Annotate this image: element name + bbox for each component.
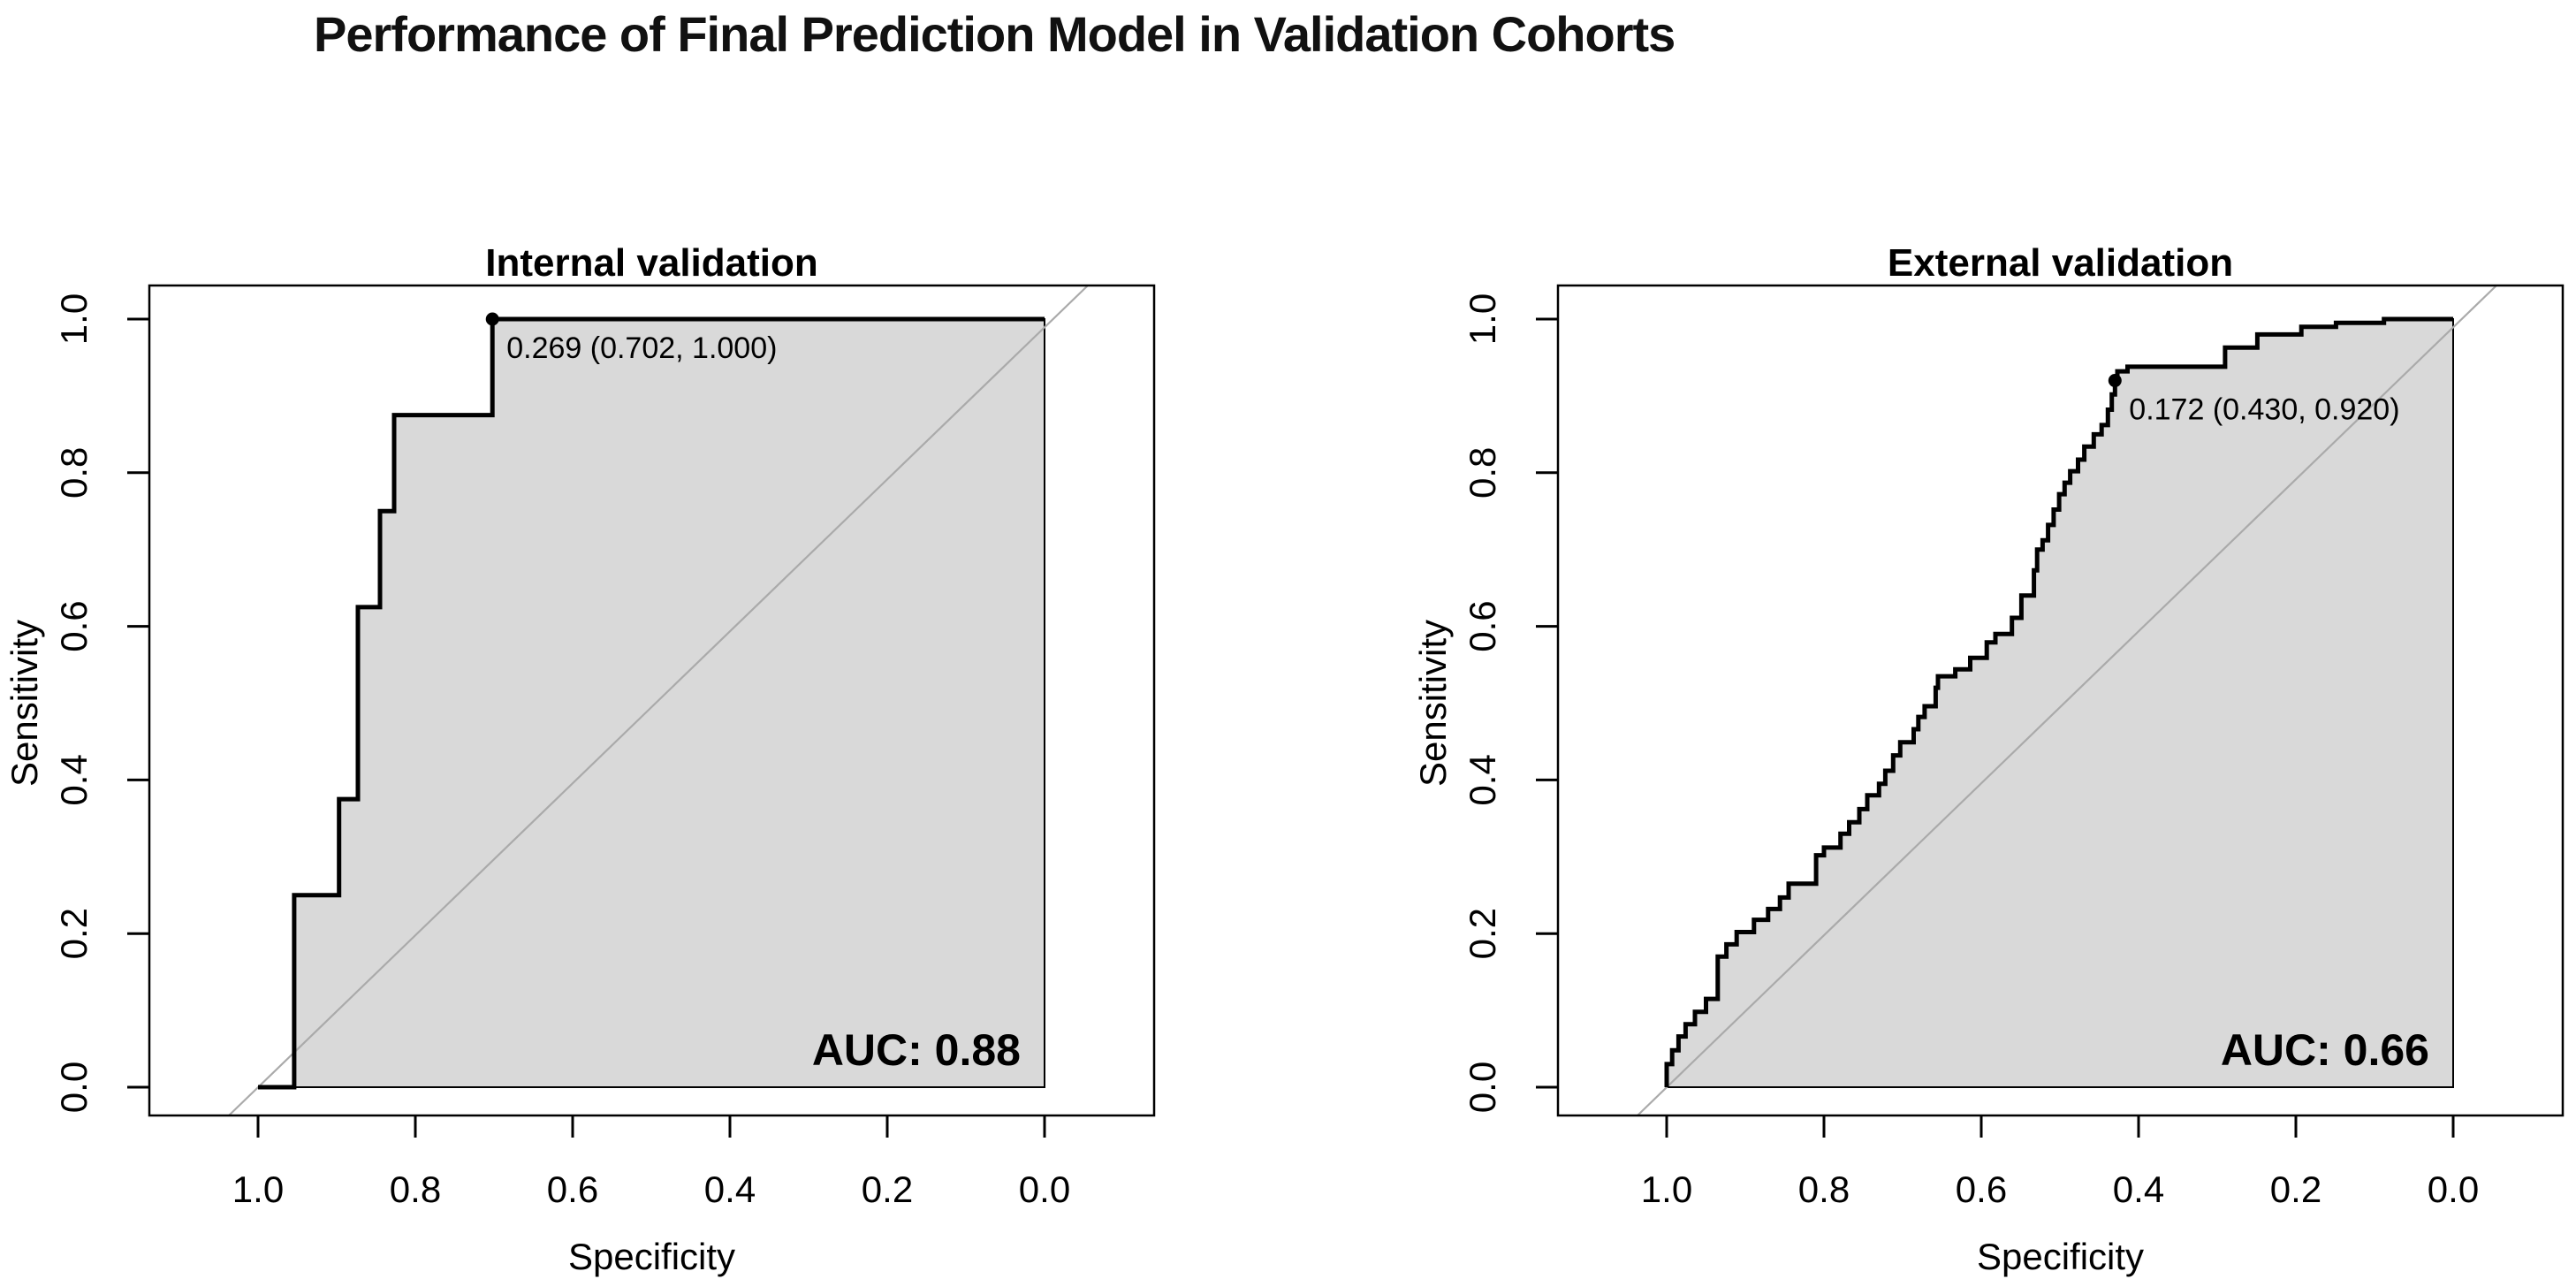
x-axis-tick-label: 0.8 [1798, 1169, 1850, 1210]
roc-panel-internal: 1.0 0.8 0.6 0.4 0.2 0.0 0.0 0.2 0.4 0.6 0.8 1.0 Spec… [0, 168, 1167, 1277]
best-threshold-label: 0.269 (0.702, 1.000) [506, 331, 777, 365]
y-axis-tick-label: 0.2 [53, 908, 95, 959]
x-axis-tick-label: 0.4 [704, 1169, 756, 1210]
y-axis-tick-label: 0.4 [1462, 754, 1503, 805]
x-axis-tick-label: 0.8 [390, 1169, 441, 1210]
y-axis-tick-label: 0.6 [53, 600, 95, 651]
reference-diagonal-line [228, 285, 1089, 1116]
y-axis-tick-label: 1.0 [53, 293, 95, 345]
x-axis-tick-label: 1.0 [1641, 1169, 1692, 1210]
x-axis-tick-label: 0.6 [1956, 1169, 2007, 1210]
x-axis-tick-label: 1.0 [232, 1169, 284, 1210]
x-axis-tick-label: 0.2 [862, 1169, 913, 1210]
best-threshold-point [2108, 374, 2122, 388]
y-axis-title: Sensitivity [1412, 620, 1454, 787]
y-axis-tick-label: 0.4 [53, 754, 95, 805]
best-threshold-point [485, 312, 499, 326]
y-axis-tick-label: 0.0 [1462, 1062, 1503, 1113]
y-axis-tick-label: 0.8 [1462, 447, 1503, 499]
roc-curve [1664, 316, 2453, 1087]
panel-title: External validation [1888, 241, 2233, 285]
x-axis-tick-label: 0.4 [2113, 1169, 2164, 1210]
x-axis-title: Specificity [1977, 1236, 2144, 1277]
y-axis-tick-label: 1.0 [1462, 293, 1503, 345]
y-axis-tick-label: 0.6 [1462, 600, 1503, 651]
panel-title: Internal validation [485, 241, 818, 285]
reference-diagonal-line [1637, 285, 2497, 1116]
roc-plot-svg: 1.0 0.8 0.6 0.4 0.2 0.0 0.0 0.2 0.4 0.6 0.8 1.0 Spec… [1412, 241, 2565, 1277]
auc-label: AUC: 0.66 [2221, 1025, 2429, 1075]
auc-label: AUC: 0.88 [812, 1025, 1021, 1075]
x-axis-tick-label: 0.2 [2270, 1169, 2321, 1210]
plot-box [1556, 284, 2565, 1117]
plot-box [148, 284, 1156, 1117]
x-axis-title: Specificity [568, 1236, 735, 1277]
y-axis-tick-label: 0.0 [53, 1062, 95, 1113]
y-axis-tick-label: 0.2 [1462, 908, 1503, 959]
roc-plot-svg: 1.0 0.8 0.6 0.4 0.2 0.0 0.0 0.2 0.4 0.6 0.8 1.0 Spec… [4, 241, 1156, 1277]
x-axis-tick-label: 0.6 [547, 1169, 598, 1210]
best-threshold-label: 0.172 (0.430, 0.920) [2129, 393, 2399, 427]
roc-curve [258, 316, 1045, 1090]
x-axis-tick-label: 0.0 [1019, 1169, 1070, 1210]
y-axis-title: Sensitivity [4, 620, 45, 787]
figure-title: Performance of Final Prediction Model in… [314, 6, 1676, 62]
roc-panel-external: 1.0 0.8 0.6 0.4 0.2 0.0 0.0 0.2 0.4 0.6 0.8 1.0 Spec… [1409, 168, 2576, 1277]
y-axis-tick-label: 0.8 [53, 447, 95, 499]
x-axis-tick-label: 0.0 [2428, 1169, 2479, 1210]
